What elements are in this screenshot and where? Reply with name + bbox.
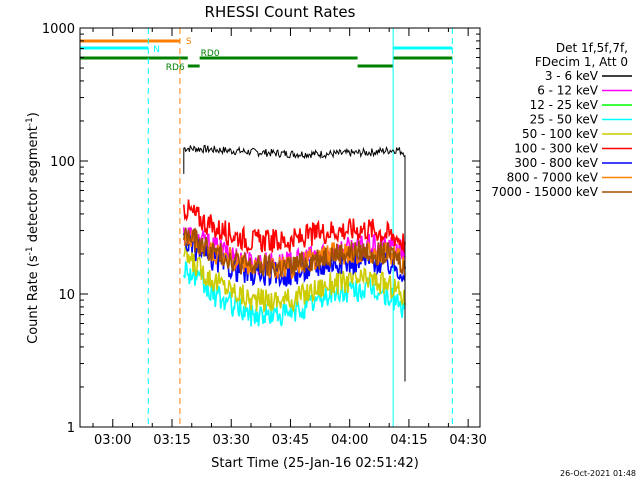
x-tick-label: 04:30 <box>449 433 486 448</box>
legend-entry-label: 6 - 12 keV <box>537 84 599 98</box>
flag-bar-label: N <box>153 45 160 55</box>
legend-entry-label: 25 - 50 keV <box>530 113 599 127</box>
legend-entry-label: 7000 - 15000 keV <box>491 185 598 199</box>
y-tick-label: 100 <box>50 155 75 170</box>
y-axis-ticks: 1 10 100 1000 <box>42 22 480 436</box>
x-tick-label: 04:15 <box>390 433 427 448</box>
y-axis-label: Count Rate (s-1 detector segment-1) <box>25 112 41 344</box>
series-line <box>183 260 406 327</box>
flag-bar-label: S <box>186 37 192 47</box>
x-tick-label: 03:15 <box>153 433 190 448</box>
y-label-mid: detector segment <box>26 126 41 246</box>
series-group <box>183 144 406 382</box>
legend-entry-label: 3 - 6 keV <box>545 69 599 83</box>
x-axis-ticks: 03:00 03:15 03:30 03:45 04:00 04:15 04:30 <box>92 28 487 448</box>
x-tick-label: 04:00 <box>331 433 368 448</box>
legend-entry-label: 50 - 100 keV <box>522 127 599 141</box>
x-tick-label: 03:00 <box>94 433 131 448</box>
flag-bars: S N RD0 RD6 <box>80 37 453 73</box>
legend-entry-label: 100 - 300 keV <box>514 142 598 156</box>
y-label-sup2: -1 <box>25 117 35 126</box>
x-axis-label: Start Time (25-Jan-16 02:51:42) <box>211 456 419 471</box>
flag-bar-label: RD6 <box>166 63 185 73</box>
y-tick-label: 1 <box>67 421 75 436</box>
y-label-sup1: -1 <box>25 246 35 255</box>
x-tick-label: 03:30 <box>212 433 249 448</box>
series-line <box>183 227 406 278</box>
legend-header-line-2: FDecim 1, Att 0 <box>535 55 628 69</box>
legend-entry-label: 300 - 800 keV <box>514 156 598 170</box>
series-line <box>183 199 406 255</box>
legend-entry-label: 12 - 25 keV <box>530 98 599 112</box>
flag-bar-label: RD0 <box>201 49 220 59</box>
y-label-main: Count Rate (s <box>26 255 41 344</box>
legend-entry-label: 800 - 7000 keV <box>507 171 599 185</box>
y-tick-label: 1000 <box>42 22 75 37</box>
y-tick-label: 10 <box>58 288 75 303</box>
timestamp: 26-Oct-2021 01:48 <box>560 469 636 478</box>
y-label-end: ) <box>26 112 41 117</box>
x-tick-label: 03:45 <box>272 433 309 448</box>
plot-frame <box>79 27 481 428</box>
legend-header-line-1: Det 1f,5f,7f, <box>556 41 628 55</box>
series-line <box>183 144 406 382</box>
chart-title: RHESSI Count Rates <box>205 3 356 21</box>
series-line <box>183 243 406 314</box>
